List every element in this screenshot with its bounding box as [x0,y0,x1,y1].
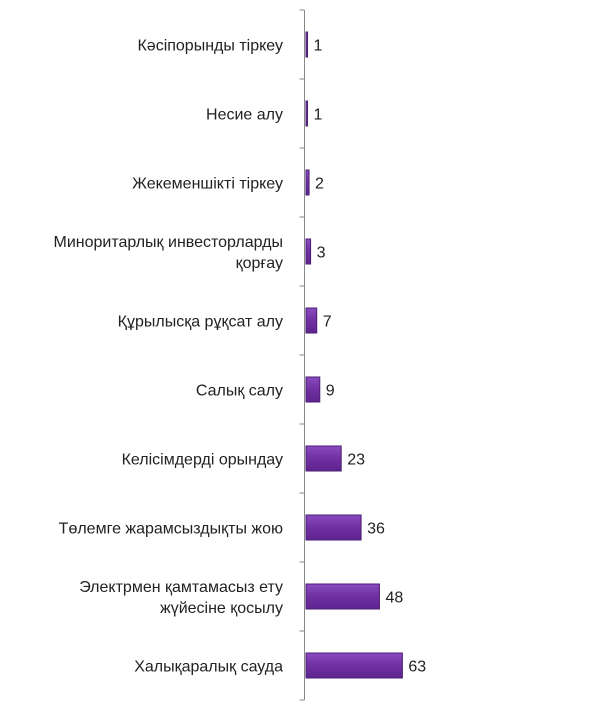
category-label: Салық салу [196,383,283,400]
category-label: Төлемге жарамсыздықты жою [59,521,283,538]
category-label: Келісімдерді орындау [122,452,283,469]
category-label: Миноритарлық инвесторларды қорғау [53,234,283,272]
bar [305,445,342,472]
data-label: 23 [347,452,365,469]
data-label: 9 [326,383,335,400]
bar [305,376,321,403]
bar [305,583,380,610]
data-label: 36 [367,521,385,538]
data-label: 7 [323,314,332,331]
bar [305,238,312,265]
bar [305,31,309,58]
bar [305,169,310,196]
category-label: Құрылысқа рұқсат алу [118,314,283,331]
bar [305,652,403,679]
data-label: 1 [314,38,323,55]
category-label: Кәсіпорынды тіркеу [137,38,283,55]
category-label: Жекеменшікті тіркеу [132,176,283,193]
data-label: 63 [408,659,426,676]
data-label: 1 [314,107,323,124]
bar [305,514,362,541]
data-label: 2 [315,176,324,193]
data-label: 48 [385,590,403,607]
bar [305,100,309,127]
category-label: Несие алу [206,107,283,124]
bar [305,307,318,334]
data-label: 3 [317,245,326,262]
category-label: Электрмен қамтамасыз ету жүйесіне қосылу [79,579,283,617]
category-label: Халықаралық сауда [134,659,283,676]
